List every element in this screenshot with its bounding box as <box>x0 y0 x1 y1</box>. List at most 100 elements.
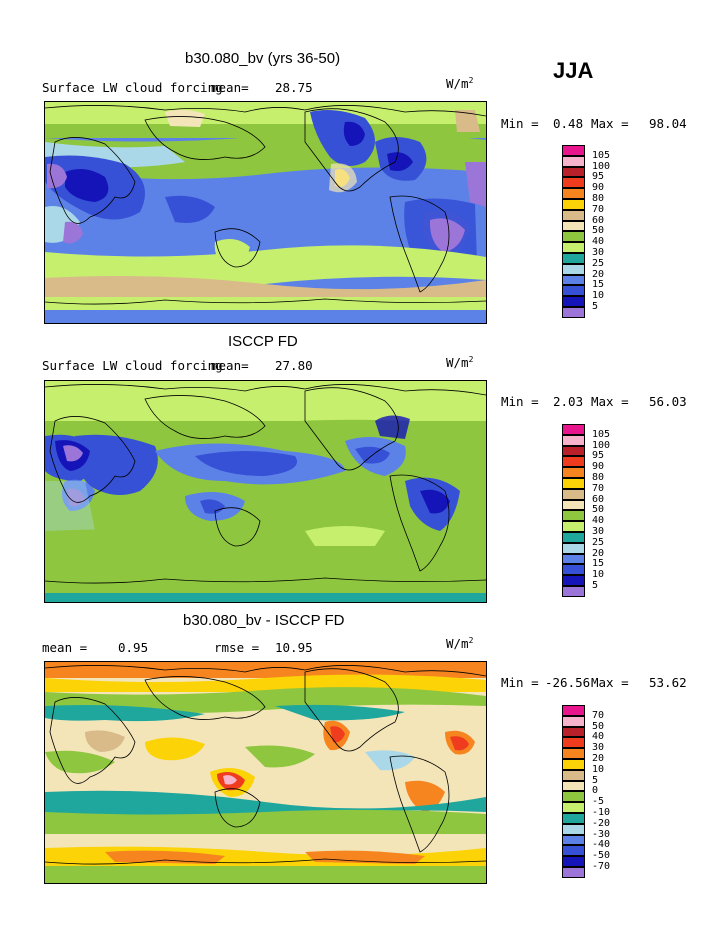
colorbar-label: 25 <box>592 257 605 269</box>
colorbar-swatch <box>562 434 585 446</box>
season-label: JJA <box>553 58 594 83</box>
colorbar-swatch <box>562 456 585 468</box>
colorbar-label: -50 <box>592 850 611 862</box>
colorbar-swatch <box>562 802 585 813</box>
colorbar-swatch <box>562 488 585 500</box>
colorbar-swatch <box>562 424 585 435</box>
panel3-min-value: -26.56 <box>545 675 591 690</box>
panel1-map <box>44 101 487 324</box>
colorbar-label: 10 <box>592 569 605 581</box>
colorbar-swatch <box>562 780 585 792</box>
colorbar-label: 15 <box>592 558 605 570</box>
colorbar-label: 100 <box>592 160 611 172</box>
colorbar-swatch <box>562 242 585 253</box>
panel3-rmse-value: 10.95 <box>275 640 313 655</box>
colorbar-label: 5 <box>592 774 599 786</box>
colorbar-swatch <box>562 834 585 846</box>
colorbar-swatch <box>562 478 585 489</box>
panel2-subtitle: Surface LW cloud forcing <box>42 358 223 373</box>
panel1-title: b30.080_bv (yrs 36-50) <box>185 50 341 67</box>
colorbar-label: 50 <box>592 504 605 516</box>
colorbar-swatch <box>562 145 585 156</box>
colorbar-swatch <box>562 296 585 307</box>
colorbar-label: 15 <box>592 279 605 291</box>
panel3-max-value: 53.62 <box>649 675 687 690</box>
colorbar-label: -30 <box>592 828 611 840</box>
panel2-mean-label: mean= <box>211 358 249 373</box>
colorbar-label: 95 <box>592 171 605 183</box>
colorbar-swatch <box>562 856 585 867</box>
panel1-mean-value: 28.75 <box>275 80 313 95</box>
colorbar-swatch <box>562 748 585 759</box>
panel3-rmse-label: rmse = <box>214 640 260 655</box>
colorbar-swatch <box>562 845 585 857</box>
panel1-max-value: 98.04 <box>649 116 687 131</box>
colorbar-label: 60 <box>592 493 605 505</box>
colorbar-swatch <box>562 199 585 210</box>
panel3-units: W/m2 <box>446 636 474 652</box>
panel1-max-label: Max = <box>591 116 629 131</box>
panel2-units: W/m2 <box>446 355 474 371</box>
colorbar-label: 5 <box>592 301 599 312</box>
panel2-mean-value: 27.80 <box>275 358 313 373</box>
colorbar-label: 10 <box>592 290 605 302</box>
colorbar-swatch <box>562 263 585 275</box>
panel2-min-value: 2.03 <box>553 394 584 409</box>
panel3-title: b30.080_bv - ISCCP FD <box>183 612 345 629</box>
colorbar-swatch <box>562 285 585 297</box>
colorbar-swatch <box>562 867 585 878</box>
panel1-subtitle: Surface LW cloud forcing <box>42 80 223 95</box>
panel1-min-value: 0.48 <box>553 116 584 131</box>
colorbar-swatch <box>562 553 585 565</box>
panel2-max-label: Max = <box>591 394 629 409</box>
colorbar-swatch <box>562 737 585 749</box>
colorbar-label: 30 <box>592 526 605 537</box>
colorbar-label: -70 <box>592 861 611 872</box>
colorbar-swatch <box>562 188 585 199</box>
colorbar-label: 0 <box>592 785 599 797</box>
panel3-mean-label: mean = <box>42 640 88 655</box>
colorbar-swatch <box>562 521 585 532</box>
colorbar-swatch <box>562 307 585 318</box>
colorbar-label: 25 <box>592 536 605 548</box>
colorbar-label: 70 <box>592 203 605 215</box>
colorbar-label: 95 <box>592 450 605 462</box>
colorbar-swatch <box>562 209 585 221</box>
panel3-mean-value: 0.95 <box>118 640 149 655</box>
colorbar-swatch <box>562 726 585 738</box>
panel3-map <box>44 661 487 884</box>
panel2-max-value: 56.03 <box>649 394 687 409</box>
colorbar-label: 30 <box>592 247 605 258</box>
colorbar-swatch <box>562 177 585 189</box>
colorbar-label: 50 <box>592 225 605 237</box>
colorbar-label: -10 <box>592 807 611 818</box>
colorbar-swatch <box>562 231 585 243</box>
panel2-min-label: Min = <box>501 394 539 409</box>
colorbar-label: 80 <box>592 193 605 204</box>
colorbar-label: 30 <box>592 742 605 754</box>
colorbar-swatch <box>562 532 585 543</box>
colorbar-swatch <box>562 586 585 597</box>
colorbar-swatch <box>562 759 585 770</box>
colorbar-label: -40 <box>592 839 611 851</box>
colorbar-swatch <box>562 542 585 554</box>
colorbar-swatch <box>562 253 585 264</box>
colorbar-label: -5 <box>592 796 605 808</box>
colorbar-swatch <box>562 445 585 457</box>
colorbar-swatch <box>562 155 585 167</box>
panel3-max-label: Max = <box>591 675 629 690</box>
colorbar-swatch <box>562 791 585 803</box>
panel2-map <box>44 380 487 603</box>
colorbar-swatch <box>562 575 585 586</box>
colorbar-swatch <box>562 564 585 576</box>
colorbar-label: 90 <box>592 461 605 473</box>
colorbar-label: 90 <box>592 182 605 194</box>
colorbar-label: 80 <box>592 472 605 483</box>
colorbar-label: 100 <box>592 439 611 451</box>
colorbar-label: 105 <box>592 428 611 440</box>
colorbar-label: 20 <box>592 753 605 764</box>
colorbar-label: 105 <box>592 149 611 161</box>
colorbar-label: 40 <box>592 731 605 743</box>
colorbar-swatch <box>562 705 585 716</box>
panel1-mean-label: mean= <box>211 80 249 95</box>
